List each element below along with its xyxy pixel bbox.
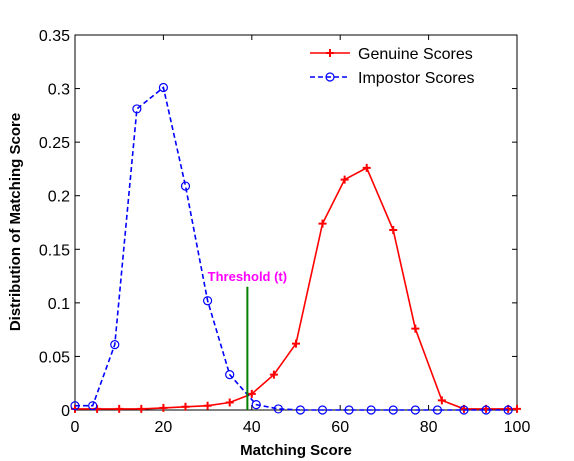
x-tick-label: 40	[243, 419, 261, 436]
y-tick-label: 0.3	[48, 82, 70, 99]
x-tick-label: 100	[504, 419, 531, 436]
genuine-scores-point	[340, 175, 349, 184]
genuine-scores-point	[437, 396, 446, 405]
y-tick-label: 0.2	[48, 189, 70, 206]
impostor-scores-point	[132, 104, 142, 114]
impostor-scores-point	[366, 405, 376, 415]
impostor-scores-point	[110, 340, 120, 350]
genuine-scores-point	[159, 403, 168, 412]
impostor-scores-point	[317, 405, 328, 415]
y-tick-label: 0.1	[48, 296, 70, 313]
genuine-scores-point	[269, 370, 278, 379]
genuine-scores-point	[318, 219, 327, 228]
impostor-scores-point	[203, 296, 213, 306]
genuine-scores-point	[203, 401, 212, 410]
genuine-scores-point	[115, 404, 124, 413]
genuine-scores-point	[513, 404, 521, 413]
x-axis: 0 20 40 60 80 100	[71, 35, 531, 436]
impostor-scores-point	[481, 405, 491, 415]
y-axis: 0 0.05 0.1 0.15 0.2 0.25 0.3 0.35	[39, 28, 517, 420]
impostor-scores-point	[88, 401, 98, 411]
legend-genuine-scores-marker	[326, 49, 334, 57]
impostor-scores-point	[180, 181, 191, 191]
x-tick-label: 20	[155, 419, 173, 436]
impostor-scores-point	[273, 404, 283, 414]
legend-genuine-scores-label: Genuine Scores	[358, 46, 473, 63]
y-tick-label: 0.15	[39, 242, 70, 259]
y-tick-label: 0	[61, 403, 70, 420]
y-tick-label: 0.05	[39, 349, 70, 366]
x-axis-title: Matching Score	[240, 442, 352, 459]
legend: Genuine Scores Impostor Scores	[310, 46, 474, 87]
legend-impostor-scores-marker	[325, 72, 335, 82]
impostor-scores-point	[459, 405, 469, 415]
impostor-scores-point	[295, 405, 306, 415]
impostor-scores-point	[388, 405, 398, 415]
y-tick-label: 0.35	[39, 28, 70, 45]
threshold-label: Threshold (t)	[208, 269, 287, 284]
genuine-scores-point	[292, 339, 300, 348]
impostor-scores-point	[225, 370, 235, 380]
legend-impostor-scores-label: Impostor Scores	[358, 70, 474, 87]
series-layer	[70, 82, 521, 415]
genuine-scores-point	[225, 398, 234, 407]
impostor-scores-point	[432, 405, 443, 415]
plot-area	[74, 34, 518, 411]
impostor-scores-point	[410, 405, 420, 415]
impostor-scores-point	[70, 401, 80, 411]
genuine-scores-point	[181, 402, 190, 411]
y-axis-title: Distribution of Matching Score	[7, 113, 24, 331]
genuine-scores-point	[137, 404, 146, 413]
y-tick-label: 0.25	[39, 135, 70, 152]
impostor-scores-point	[158, 82, 168, 93]
impostor-scores-point	[251, 400, 261, 410]
annotation-layer: Threshold (t)	[208, 269, 287, 410]
genuine-scores-point	[389, 226, 398, 234]
impostor-scores-point	[344, 405, 354, 415]
genuine-scores-point	[362, 163, 371, 172]
impostor-scores-point	[503, 405, 513, 415]
x-tick-label: 0	[71, 419, 80, 436]
x-tick-label: 80	[420, 419, 438, 436]
genuine-scores-point	[247, 389, 256, 398]
x-tick-label: 60	[331, 419, 349, 436]
genuine-scores-point	[411, 324, 420, 333]
